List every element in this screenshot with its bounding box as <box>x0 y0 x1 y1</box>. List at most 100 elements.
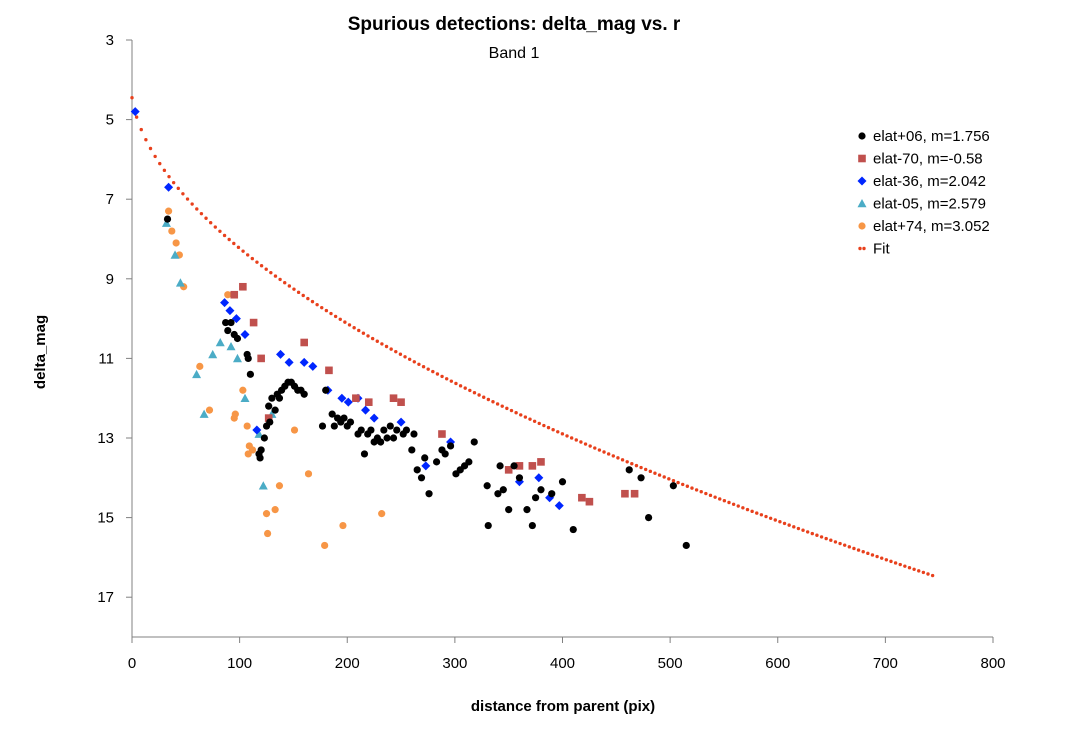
fit-point <box>171 180 176 185</box>
fit-point <box>431 369 435 374</box>
fit-point <box>588 444 592 448</box>
data-point <box>299 357 309 367</box>
series-0 <box>163 215 690 550</box>
data-point <box>266 418 274 426</box>
data-point <box>240 330 250 340</box>
y-tick-label: 3 <box>106 32 114 49</box>
fit-point <box>347 323 352 327</box>
fit-point <box>903 564 907 568</box>
data-point <box>271 406 279 414</box>
fit-point <box>662 475 666 479</box>
fit-point <box>269 270 273 275</box>
fit-point <box>620 458 625 462</box>
fit-point <box>602 450 606 454</box>
fit-point <box>532 419 537 424</box>
data-point <box>425 490 433 498</box>
data-point <box>257 354 265 363</box>
legend-label: elat-70, m=-0.58 <box>873 151 983 168</box>
x-tick-label: 700 <box>873 655 898 672</box>
legend-label: elat+06, m=1.756 <box>873 128 990 145</box>
fit-point <box>144 138 148 142</box>
fit-point <box>167 174 171 179</box>
fit-point <box>778 520 782 524</box>
fit-point <box>639 465 643 470</box>
fit-point <box>852 546 856 551</box>
fit-point <box>185 197 190 201</box>
data-point <box>432 458 441 466</box>
fit-point <box>389 347 393 351</box>
fit-point <box>898 562 902 567</box>
fit-point <box>926 572 930 576</box>
fit-point <box>667 477 671 481</box>
fit-point <box>866 551 870 556</box>
fit-point <box>491 400 495 404</box>
fit-point <box>893 561 898 565</box>
y-tick-label: 15 <box>97 510 114 527</box>
legend: elat+06, m=1.756 elat-70, m=-0.58 elat-36,… <box>857 128 990 258</box>
fit-point <box>616 456 620 460</box>
fit-point <box>685 484 690 488</box>
fit-point <box>569 436 574 440</box>
data-point <box>232 353 242 363</box>
fit-point <box>884 558 889 562</box>
fit-point <box>768 516 773 520</box>
data-point <box>645 514 653 522</box>
data-point <box>383 434 391 442</box>
fit-point <box>523 415 528 419</box>
fit-point <box>750 509 754 514</box>
data-point <box>163 215 172 223</box>
data-point <box>417 474 426 482</box>
fit-point <box>176 186 180 191</box>
legend-label: elat+74, m=3.052 <box>873 218 990 235</box>
data-point <box>215 337 225 347</box>
data-point <box>548 490 556 498</box>
fit-point <box>236 245 241 250</box>
data-point <box>325 366 333 375</box>
fit-point <box>653 471 657 475</box>
fit-point <box>370 336 375 341</box>
fit-point <box>657 473 662 477</box>
data-point <box>321 541 329 550</box>
x-tick-label: 400 <box>550 655 575 672</box>
data-point <box>264 414 273 422</box>
data-point <box>578 493 586 502</box>
fit-point <box>139 127 143 132</box>
data-point <box>531 494 540 502</box>
fit-point <box>301 293 305 298</box>
fit-point <box>824 536 828 541</box>
fit-point <box>310 299 315 304</box>
fit-point <box>227 237 231 242</box>
fit-point <box>306 296 310 301</box>
fit-point <box>759 513 764 517</box>
data-point <box>470 438 478 446</box>
fit-point <box>412 360 417 364</box>
data-point <box>275 482 284 490</box>
data-point <box>248 446 257 454</box>
fit-point <box>292 287 296 291</box>
fit-point <box>218 229 222 233</box>
data-point <box>585 497 594 506</box>
data-point <box>257 446 265 454</box>
data-point <box>537 486 545 494</box>
fit-point <box>287 284 292 288</box>
data-point <box>377 438 385 446</box>
y-tick-label: 17 <box>97 589 114 606</box>
fit-point <box>634 463 639 468</box>
fit-point <box>718 497 722 501</box>
fit-point <box>296 290 301 295</box>
fit-point <box>847 545 852 549</box>
fit-point <box>782 521 787 526</box>
fit-point <box>148 146 153 151</box>
data-point <box>421 454 429 462</box>
data-point <box>569 525 577 534</box>
fit-point <box>880 556 884 560</box>
fit-point <box>519 413 523 417</box>
fit-point <box>454 381 458 386</box>
fit-point <box>505 406 509 411</box>
data-point <box>284 357 294 367</box>
fit-point <box>232 241 236 246</box>
data-point <box>413 466 421 474</box>
fit-point <box>264 267 268 271</box>
data-point <box>504 466 513 474</box>
fit-point <box>375 339 379 343</box>
